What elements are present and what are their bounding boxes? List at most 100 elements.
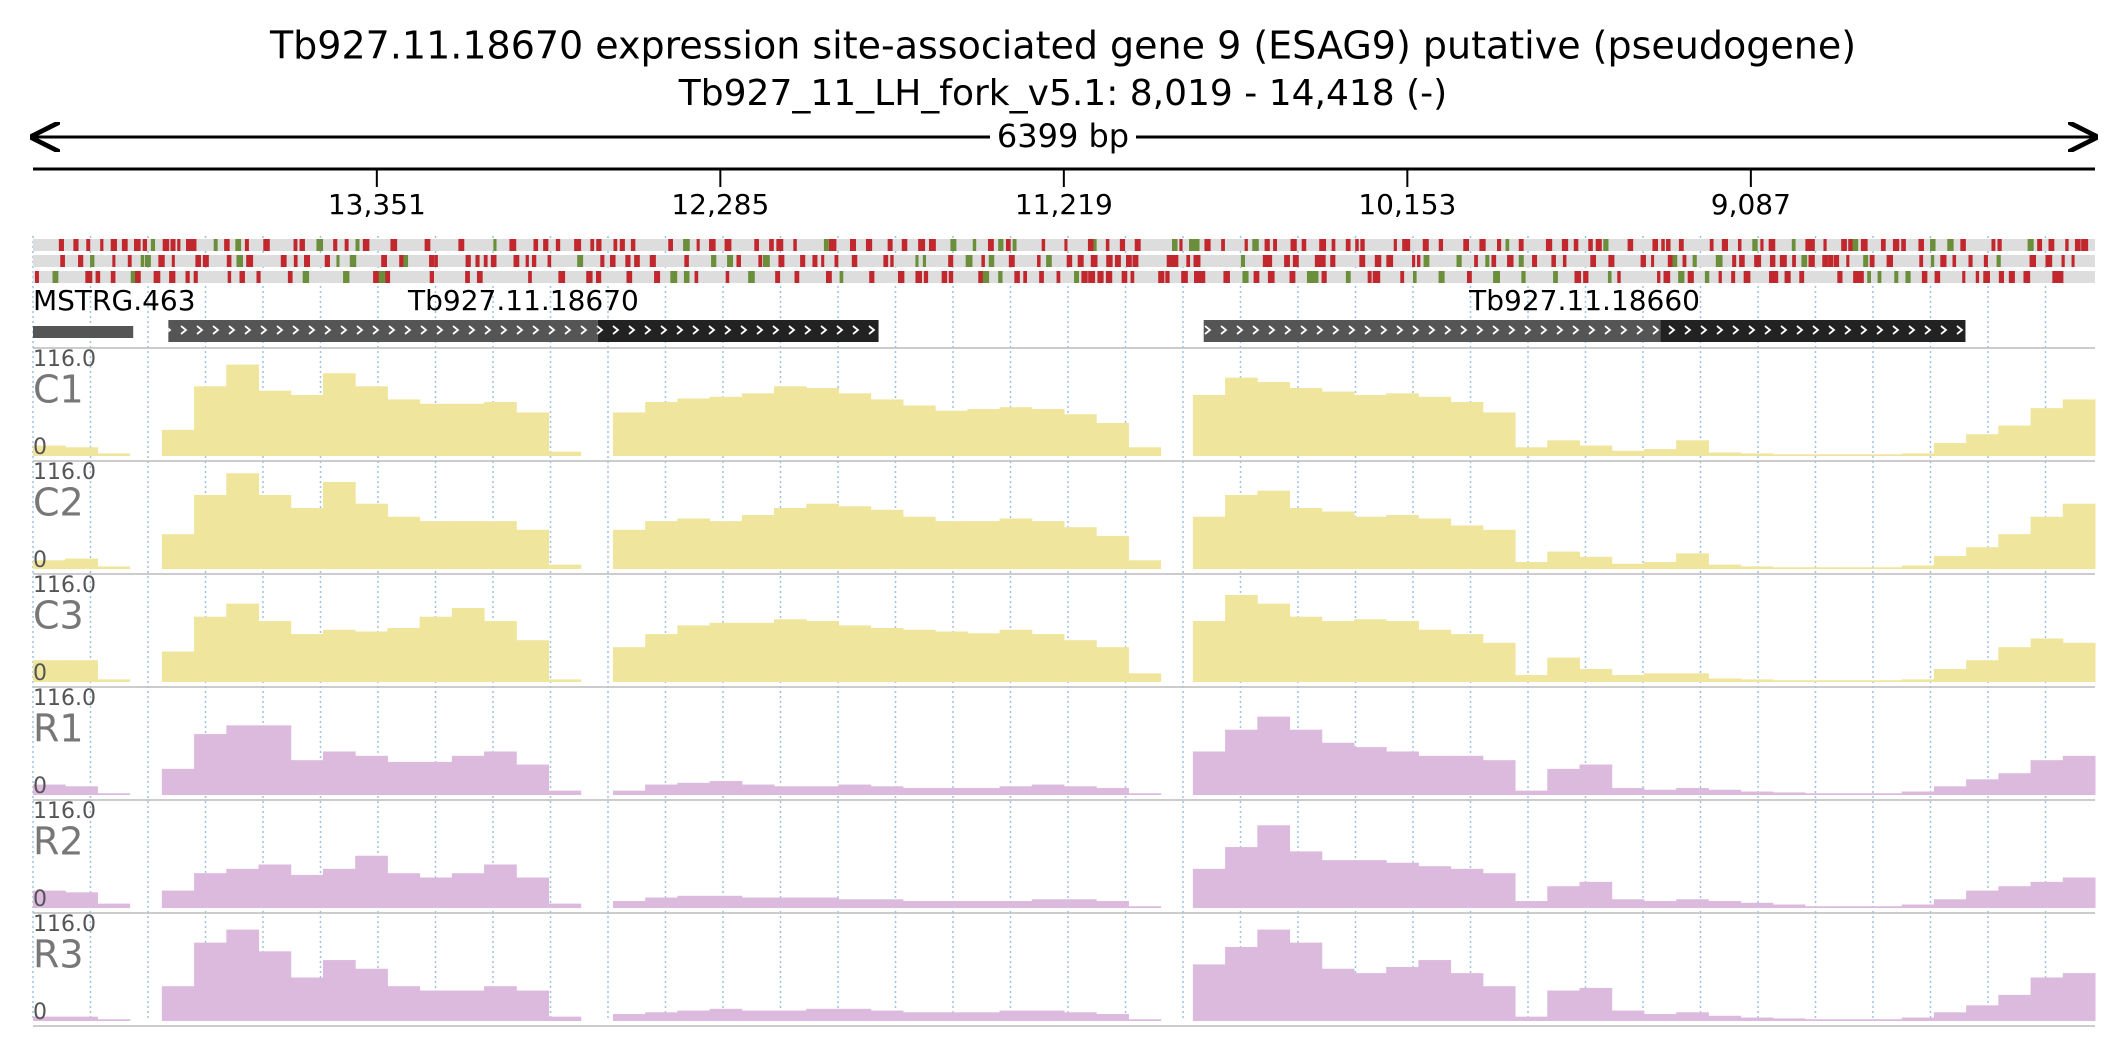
variant	[1314, 255, 1321, 267]
coverage-bar	[870, 1010, 904, 1021]
variant	[1869, 255, 1875, 267]
variant	[1171, 239, 1178, 251]
coverage-bar	[1901, 1017, 1935, 1021]
variant	[684, 255, 689, 267]
variant	[915, 255, 919, 267]
variant	[1412, 255, 1416, 267]
coverage-bar	[1450, 755, 1484, 795]
variant	[1491, 255, 1497, 267]
coverage-bar	[1708, 789, 1742, 795]
coverage-bar	[1031, 634, 1065, 682]
coverage-bar	[1096, 422, 1129, 456]
coverage-bar	[1740, 1017, 1774, 1021]
coverage-bar	[1128, 793, 1162, 795]
coverage-bar	[97, 679, 131, 682]
variant	[533, 239, 539, 251]
coverage-bar	[1064, 414, 1097, 456]
coverage-bar	[677, 1010, 711, 1021]
coverage-bar	[1418, 866, 1452, 908]
variant	[1588, 239, 1593, 251]
coverage-bar	[741, 515, 775, 569]
variant	[2052, 271, 2059, 283]
coverage-bar	[387, 986, 421, 1021]
variant	[1088, 271, 1096, 283]
variant	[1617, 271, 1621, 283]
variant	[1551, 255, 1556, 267]
coverage-bar	[677, 398, 711, 456]
coverage-bar	[1579, 764, 1613, 795]
variant	[1704, 271, 1710, 283]
variant	[35, 271, 39, 283]
coverage-bar	[1192, 868, 1226, 908]
variant	[1603, 239, 1609, 251]
coverage-bar	[1257, 490, 1291, 569]
variant	[429, 255, 435, 267]
variant	[1952, 255, 1957, 267]
coverage-bar	[226, 364, 260, 456]
variant	[78, 255, 84, 267]
variant	[619, 239, 625, 251]
track-min-label: 0	[33, 887, 47, 912]
variant	[1014, 271, 1020, 283]
coverage-bar	[1257, 603, 1291, 682]
variant	[1666, 239, 1671, 251]
variant	[1940, 255, 1947, 267]
variant	[385, 271, 391, 283]
coverage-bar	[1643, 562, 1677, 569]
coverage-bar	[33, 560, 66, 569]
coverage-bar	[1676, 553, 1709, 569]
coverage-bar	[387, 399, 421, 456]
variant	[654, 271, 661, 283]
gene-segment	[33, 326, 134, 338]
coverage-bar	[645, 521, 678, 569]
coverage-bar	[1482, 412, 1516, 456]
coverage-bar	[1933, 786, 1967, 795]
coverage-bar	[1482, 529, 1516, 569]
variant	[1321, 271, 1327, 283]
variant	[244, 239, 249, 251]
track-name: R2	[33, 820, 84, 864]
variant	[2027, 239, 2034, 251]
coverage-bar	[1547, 886, 1580, 908]
coverage-bar	[1386, 967, 1419, 1021]
coverage-bar	[1740, 902, 1774, 908]
variant	[724, 239, 732, 251]
coverage-bar	[1289, 729, 1323, 795]
variant	[1292, 255, 1299, 267]
coverage-bar	[1772, 454, 1806, 456]
variant	[355, 239, 360, 251]
coverage-bar	[612, 412, 646, 456]
variant	[1918, 239, 1924, 251]
variant	[823, 239, 829, 251]
variant	[1930, 239, 1936, 251]
variant	[978, 271, 984, 283]
variant	[1837, 271, 1843, 283]
variant	[324, 255, 330, 267]
variant	[1880, 239, 1886, 251]
coverage-bar	[2062, 399, 2096, 456]
coverage-bar	[419, 521, 453, 569]
variant	[1132, 255, 1139, 267]
span-label: 6399 bp	[997, 117, 1129, 155]
track-min-label: 0	[33, 548, 47, 573]
variant	[1330, 255, 1336, 267]
variant	[1423, 255, 1430, 267]
variant	[299, 239, 305, 251]
variant	[1521, 271, 1526, 283]
variant	[336, 255, 340, 267]
coverage-bar	[355, 855, 388, 908]
variant	[2048, 239, 2055, 251]
coverage-bar	[1096, 535, 1129, 569]
variant	[135, 271, 141, 283]
variant	[1692, 255, 1697, 267]
coverage-bar	[2062, 973, 2096, 1021]
coverage-bar	[902, 516, 936, 569]
variant	[1386, 255, 1394, 267]
variant	[213, 239, 218, 251]
coverage-bar	[1515, 790, 1548, 795]
coverage-bar	[1515, 447, 1548, 456]
ruler-tick-label: 9,087	[1711, 188, 1791, 221]
variant	[696, 239, 700, 251]
coverage-bar	[1386, 862, 1419, 908]
coverage-bar	[1772, 680, 1806, 682]
